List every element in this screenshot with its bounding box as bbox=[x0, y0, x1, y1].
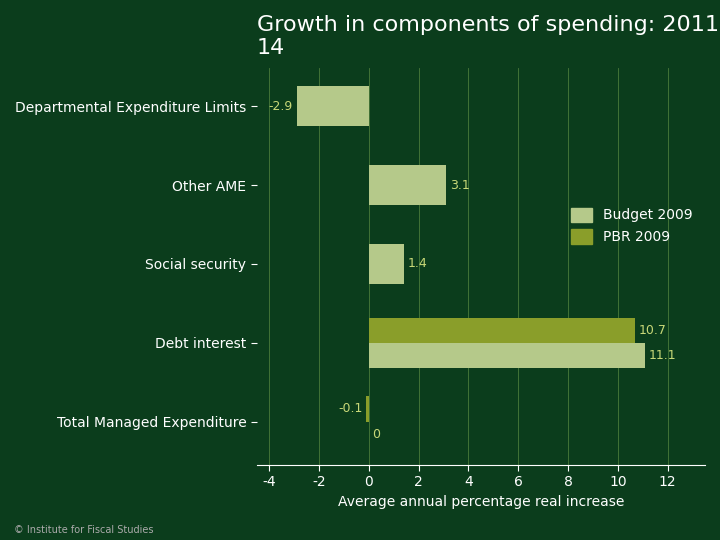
Text: 1.4: 1.4 bbox=[408, 258, 427, 271]
Text: © Institute for Fiscal Studies: © Institute for Fiscal Studies bbox=[14, 524, 154, 535]
Text: 3.1: 3.1 bbox=[450, 179, 469, 192]
Bar bbox=[369, 318, 635, 343]
Text: 10.7: 10.7 bbox=[639, 323, 667, 336]
Text: Growth in components of spending: 2011–12 to 2013–
14: Growth in components of spending: 2011–1… bbox=[256, 15, 720, 58]
Text: 11.1: 11.1 bbox=[649, 349, 677, 362]
Legend: Budget 2009, PBR 2009: Budget 2009, PBR 2009 bbox=[565, 202, 698, 249]
Bar bbox=[366, 396, 369, 422]
Bar bbox=[369, 244, 404, 284]
Text: -0.1: -0.1 bbox=[338, 402, 363, 415]
Bar bbox=[297, 86, 369, 126]
Text: -2.9: -2.9 bbox=[269, 100, 293, 113]
Bar bbox=[369, 165, 446, 205]
Bar bbox=[369, 343, 645, 368]
X-axis label: Average annual percentage real increase: Average annual percentage real increase bbox=[338, 495, 624, 509]
Text: 0: 0 bbox=[372, 428, 380, 441]
